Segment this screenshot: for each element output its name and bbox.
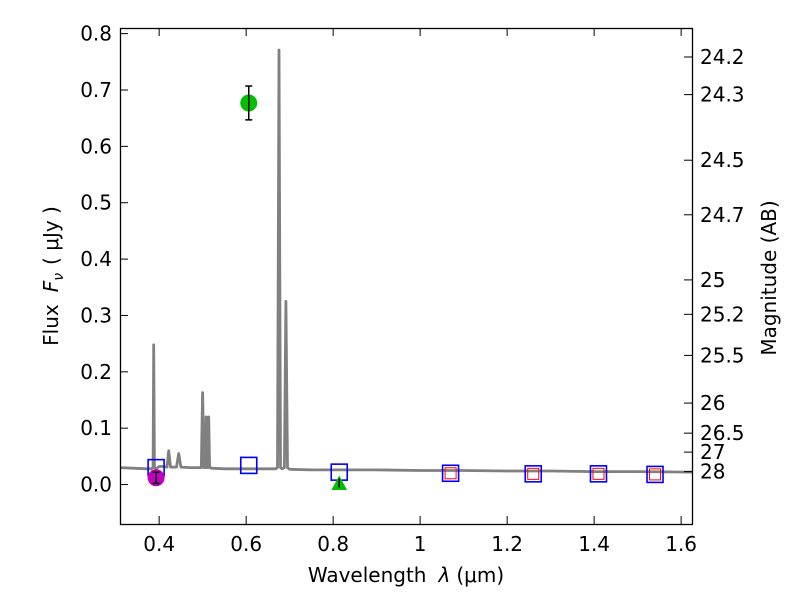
y-tick-label: 0.5	[80, 191, 112, 215]
mag-tick-label: 24.3	[700, 83, 745, 107]
model-photometry-square	[441, 464, 460, 483]
model-photometry-square	[239, 456, 258, 475]
x-axis-title-symbol: λ	[438, 563, 451, 587]
y-tick-label: 0.7	[80, 78, 112, 102]
right-axis-title: Magnitude (AB)	[757, 200, 781, 355]
y-tick-label: 0.6	[80, 134, 112, 158]
model-photometry-square	[589, 465, 608, 483]
inner-red-square	[527, 467, 540, 480]
mag-tick-label: 25	[700, 268, 725, 292]
y-tick-label: 0.3	[80, 303, 112, 327]
y-tick-label: 0.1	[80, 416, 112, 440]
mag-tick-label: 25.5	[700, 343, 745, 367]
model-photometry-square	[646, 465, 664, 484]
x-tick-label: 0.8	[317, 532, 349, 556]
x-axis-title: Wavelength λ (μm)	[308, 563, 504, 587]
mag-tick-label: 24.2	[700, 45, 745, 69]
x-axis-title-unit: (μm)	[456, 563, 504, 587]
x-tick-label: 0.6	[230, 532, 262, 556]
y-axis-title-subscript: ν	[51, 273, 67, 281]
inner-red-square	[649, 468, 662, 481]
y-tick-label: 0.8	[80, 22, 112, 46]
y-axis-title-symbol: F	[39, 280, 63, 292]
x-tick-label: 1.2	[491, 532, 523, 556]
inner-red-square	[444, 467, 457, 480]
inner-red-square	[592, 467, 605, 480]
mag-tick-label: 26	[700, 391, 725, 415]
y-tick-label: 0.0	[80, 473, 112, 497]
mag-tick-label: 26.5	[700, 421, 745, 445]
mag-tick-label: 27	[700, 440, 725, 464]
mag-tick-label: 25.2	[700, 302, 745, 326]
mag-tick-label: 24.7	[700, 203, 745, 227]
y-axis-title-text: Flux	[39, 304, 63, 346]
x-axis-title-text: Wavelength	[308, 563, 427, 587]
y-axis-title: Flux Fν ( μJy )	[39, 206, 67, 346]
sed-line	[119, 48, 693, 474]
x-tick-label: 1.6	[665, 532, 697, 556]
plot-frame	[119, 27, 694, 526]
x-tick-label: 0.4	[143, 532, 175, 556]
y-tick-label: 0.2	[80, 360, 112, 384]
y-tick-label: 0.4	[80, 247, 112, 271]
y-axis-title-unit: ( μJy )	[39, 206, 63, 265]
x-tick-label: 1.4	[578, 532, 610, 556]
mag-tick-label: 28	[700, 460, 725, 484]
model-photometry-square	[524, 465, 543, 483]
x-tick-label: 1	[414, 532, 427, 556]
mag-tick-label: 24.5	[700, 148, 745, 172]
